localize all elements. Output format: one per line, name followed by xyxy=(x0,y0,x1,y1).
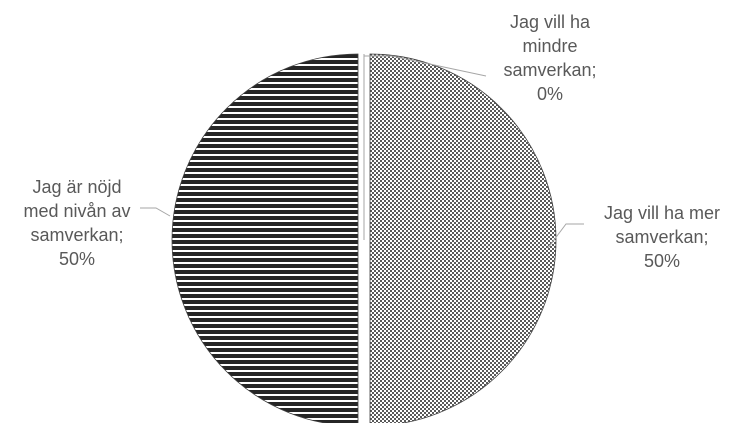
pie-slice-jag-r-n-jd-med-niv-n-av-samverkan xyxy=(171,53,359,423)
label-mindre-line-1: Jag vill ha xyxy=(510,12,591,32)
label-mer-line-3: 50% xyxy=(644,251,680,271)
label-nojd-line-2: med nivån av xyxy=(23,201,130,221)
pie-slices xyxy=(171,53,557,423)
label-mindre-line-3: samverkan; xyxy=(503,60,596,80)
leader-line-mindre-samverkan xyxy=(364,55,487,77)
label-mer-line-2: samverkan; xyxy=(615,227,708,247)
label-nojd-line-3: samverkan; xyxy=(30,225,123,245)
label-mer-line-1: Jag vill ha mer xyxy=(604,203,720,223)
slice-label-nojd: Jag är nöjd med nivån av samverkan; 50% xyxy=(23,177,130,269)
leader-line-mer-samverkan xyxy=(547,223,584,249)
pie-slice-jag-vill-ha-mer-samverkan xyxy=(369,53,557,423)
leader-line-nojd xyxy=(140,207,171,217)
label-mindre-line-2: mindre xyxy=(522,36,577,56)
label-nojd-line-4: 50% xyxy=(59,249,95,269)
label-nojd-line-1: Jag är nöjd xyxy=(32,177,121,197)
leader-lines xyxy=(140,55,584,249)
slice-label-mindre-samverkan: Jag vill ha mindre samverkan; 0% xyxy=(503,12,596,104)
label-mindre-line-4: 0% xyxy=(537,84,563,104)
slice-label-mer-samverkan: Jag vill ha mer samverkan; 50% xyxy=(604,203,720,271)
